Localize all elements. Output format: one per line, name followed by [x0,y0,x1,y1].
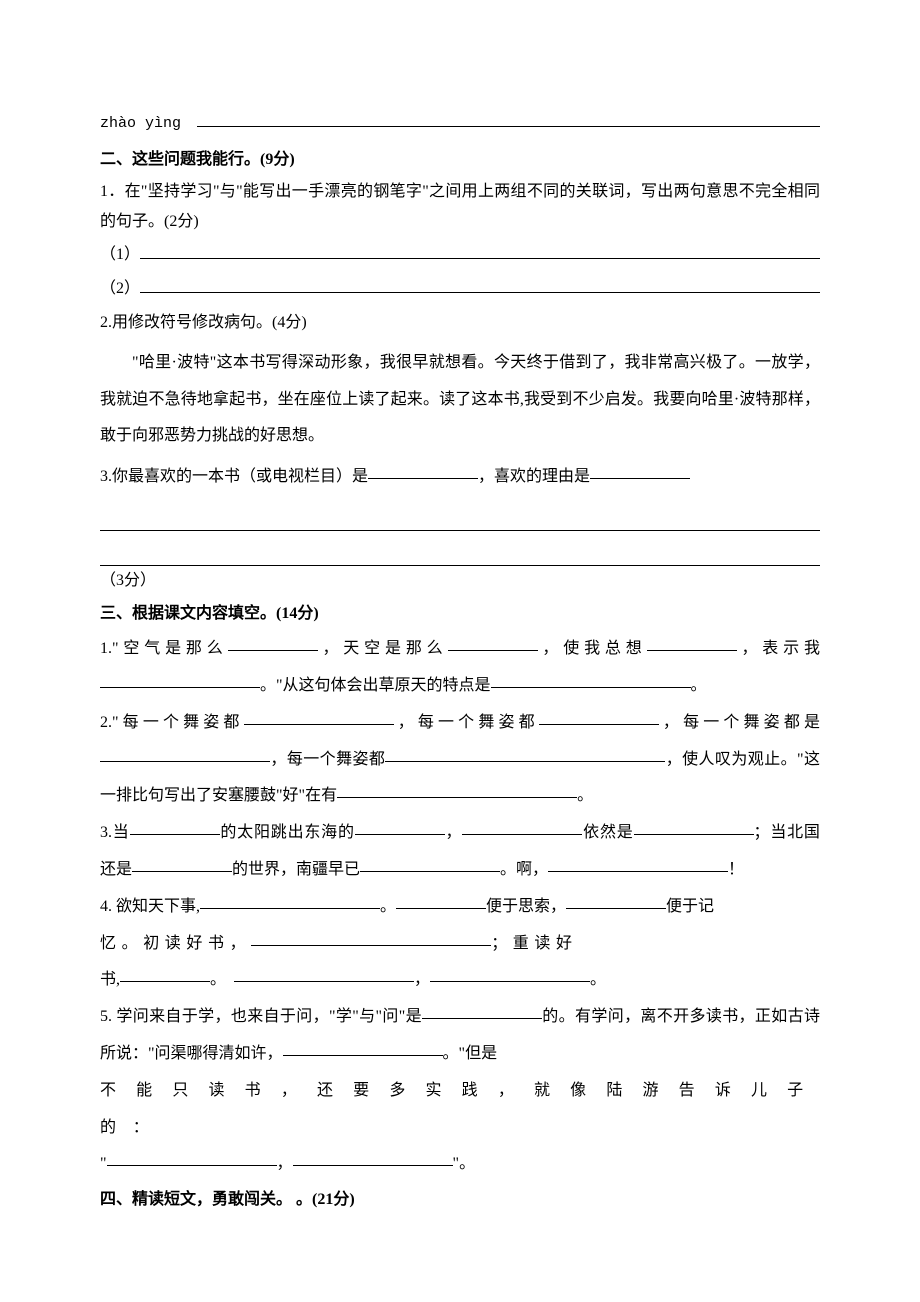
s3-q4: 4. 欲知天下事, 。 便于思索， 便于记忆。初读好书， ；重读好书, 。 ， 。 [100,889,820,999]
s3-q3-p7: 。啊， [500,861,548,878]
s3-q4-b3[interactable] [566,893,666,909]
s3-q3-p4: 依然是 [582,824,633,841]
s2-q3-prefix: 3.你最喜欢的一本书（或电视栏目）是 [100,468,368,485]
s2-q1-sub2-blank[interactable] [140,277,820,293]
s3-q4-b5[interactable] [120,966,210,982]
s3-q3-p1: 3.当 [100,824,130,841]
s3-q4-b4[interactable] [251,930,491,946]
s3-q4-p7: 。 [210,971,226,988]
s2-q1-sub1-label: （1） [100,240,140,270]
s2-q3: 3.你最喜欢的一本书（或电视栏目）是 ，喜欢的理由是 [100,459,820,496]
s3-q4-p9: 。 [590,971,606,988]
s3-q5-p3line: 不能只读书，还要多实践，就像陆游告诉儿子的： [100,1082,820,1136]
s3-q3-b4[interactable] [634,819,754,835]
s3-q4-b7[interactable] [430,966,590,982]
s3-q5-b2[interactable] [283,1040,443,1056]
s3-q1-p3: ，使我总想 [538,640,647,657]
s3-q3-b2[interactable] [355,819,445,835]
s3-q1-b2[interactable] [448,635,538,651]
s3-q5-p5: ， [277,1155,293,1172]
s3-q4-p3: 便于思索， [486,898,566,915]
s3-q2: 2."每一个舞姿都，每一个舞姿都，每一个舞姿都是，每一个舞姿都，使人叹为观止。"… [100,705,820,815]
s3-q2-p2: ，每一个舞姿都 [394,714,539,731]
pinyin-blank[interactable] [197,111,820,127]
s3-q2-p4: ，每一个舞姿都 [270,751,385,768]
s3-q5-b3[interactable] [107,1150,277,1166]
s3-q1-p5: 。"从这句体会出草原天的特点是 [260,677,491,694]
s2-q2-passage: "哈里·波特"这本书写得深动形象，我很早就想看。今天终于借到了，我非常高兴极了。… [100,345,820,455]
s2-q2-label: 2.用修改符号修改病句。(4分) [100,308,820,338]
s2-q3-points: （3分） [100,566,820,596]
s3-q1: 1."空气是那么 ，天空是那么 ，使我总想 ，表示我。"从这句体会出草原天的特点是 。 [100,631,820,705]
s3-q4-p6pre: 书, [100,971,120,988]
s3-q3-p8: ！ [728,861,744,878]
s3-q3-b6[interactable] [360,856,500,872]
s3-q5-p6: "。 [453,1155,476,1172]
section-3-heading: 三、根据课文内容填空。(14分) [100,599,820,629]
s3-q4-p8: ， [414,971,430,988]
s3-q2-p1: 2."每一个舞姿都 [100,714,244,731]
pinyin-row: zhào yìng [100,110,820,139]
s3-q5-b1[interactable] [422,1003,542,1019]
s3-q4-b6[interactable] [234,966,414,982]
s3-q1-p4: ，表示我 [737,640,820,657]
section-4-heading: 四、精读短文，勇敢闯关。 。(21分) [100,1185,820,1215]
s3-q1-b1[interactable] [228,635,318,651]
s3-q5-p1: 5. 学问来自于学，也来自于问，"学"与"问"是 [100,1008,422,1025]
s3-q4-b2[interactable] [396,893,486,909]
section-2-heading: 二、这些问题我能行。(9分) [100,145,820,175]
s2-q1-sub1-blank[interactable] [140,243,820,259]
s2-q3-mid: ，喜欢的理由是 [478,468,590,485]
s3-q2-p6: 。 [577,787,593,804]
s3-q3-b5[interactable] [132,856,232,872]
s3-q2-b2[interactable] [539,709,659,725]
s3-q5-b4[interactable] [293,1150,453,1166]
s2-q1-sub1: （1） [100,240,820,270]
s2-q2-passage-text: "哈里·波特"这本书写得深动形象，我很早就想看。今天终于借到了，我非常高兴极了。… [100,354,820,445]
s3-q2-p3: ，每一个舞姿都是 [659,714,820,731]
s3-q1-b5[interactable] [491,672,691,688]
s3-q1-p2: ，天空是那么 [318,640,448,657]
s3-q4-p1: 4. 欲知天下事, [100,898,200,915]
s3-q2-b1[interactable] [244,709,394,725]
s3-q3: 3.当的太阳跳出东海的，依然是；当北国还是的世界，南疆早已。啊，！ [100,815,820,889]
s3-q4-p4a: 忆。初读好书， [100,935,251,952]
s3-q2-b5[interactable] [337,782,577,798]
s3-q1-b4[interactable] [100,672,260,688]
s3-q4-p2: 。 [380,898,396,915]
s3-q1-p6: 。 [691,677,707,694]
s3-q1-b3[interactable] [647,635,737,651]
s2-q3-blank1[interactable] [368,463,478,479]
s3-q4-b1[interactable] [200,893,380,909]
s3-q2-b3[interactable] [100,746,270,762]
s2-q3-line1[interactable] [100,496,820,531]
s3-q3-b3[interactable] [462,819,582,835]
s3-q3-p3: ， [445,824,463,841]
s3-q1-p1: 1."空气是那么 [100,640,228,657]
s2-q1-text: 1．在"坚持学习"与"能写出一手漂亮的钢笔字"之间用上两组不同的关联词，写出两句… [100,177,820,238]
s3-q3-b1[interactable] [130,819,220,835]
s2-q1-sub2-label: （2） [100,274,140,304]
s2-q1-sub2: （2） [100,274,820,304]
s2-q3-blank2[interactable] [590,463,690,479]
s3-q4-p5: ；重读好 [491,935,577,952]
s3-q3-p6: 的世界，南疆早已 [232,861,360,878]
s3-q4-p4pre: 便于记 [666,898,714,915]
pinyin-label: zhào yìng [100,110,181,139]
s3-q3-b7[interactable] [548,856,728,872]
s3-q2-b4[interactable] [385,746,665,762]
s3-q5-p3pre: 。"但是 [443,1045,498,1062]
s2-q3-line2[interactable] [100,531,820,566]
s3-q5: 5. 学问来自于学，也来自于问，"学"与"问"是的。有学问，离不开多读书，正如古… [100,999,820,1183]
s3-q3-p2: 的太阳跳出东海的 [220,824,355,841]
